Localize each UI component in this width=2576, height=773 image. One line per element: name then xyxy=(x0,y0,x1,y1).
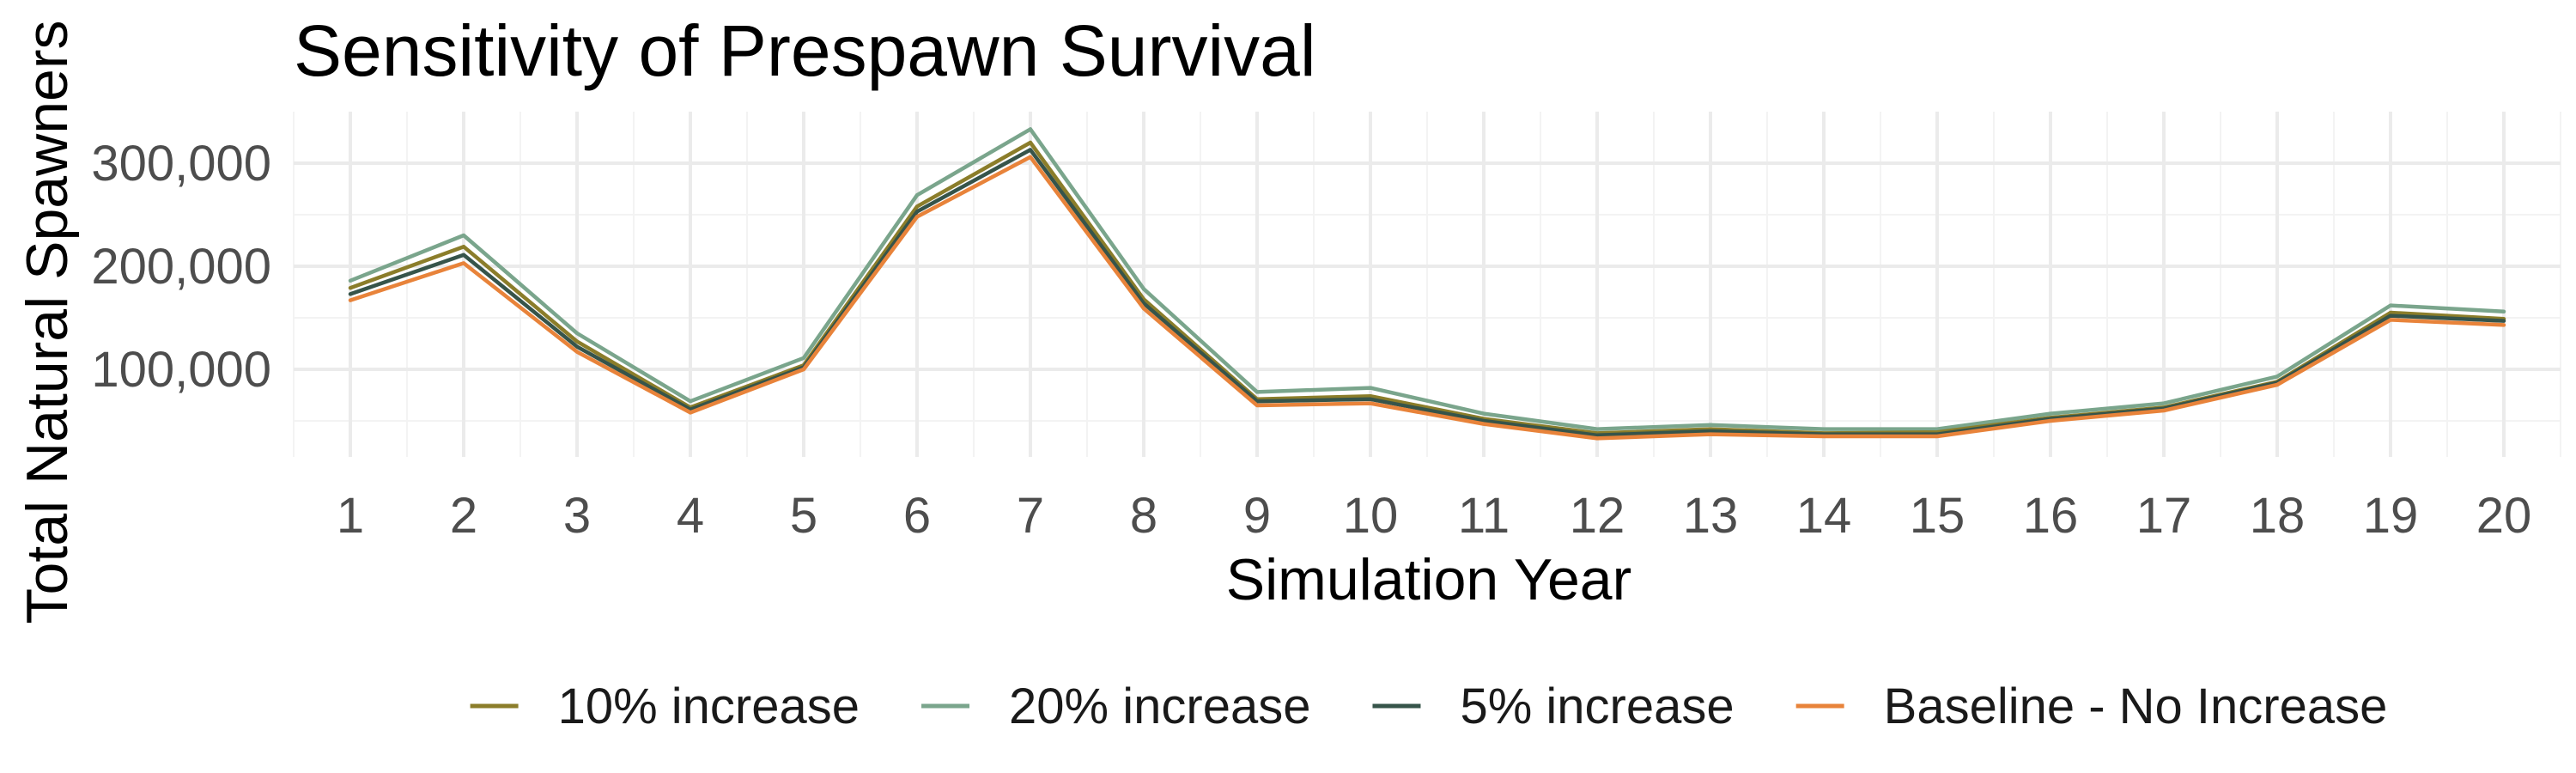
x-tick-label: 14 xyxy=(1796,488,1852,544)
x-tick-label: 20 xyxy=(2476,488,2532,544)
y-tick-label: 100,000 xyxy=(91,342,271,398)
x-tick-label: 19 xyxy=(2363,488,2419,544)
x-tick-label: 12 xyxy=(1570,488,1625,544)
x-tick-label: 6 xyxy=(903,488,931,544)
x-tick-label: 18 xyxy=(2250,488,2306,544)
legend-label-5-increase: 5% increase xyxy=(1460,679,1734,734)
x-axis-title: Simulation Year xyxy=(1226,547,1632,612)
series-line-20-increase xyxy=(348,127,2506,431)
legend: 10% increase 20% increase 5% increase Basel… xyxy=(470,679,2388,734)
grid xyxy=(293,112,2561,457)
legend-label-baseline-no-increase: Baseline - No Increase xyxy=(1884,679,2388,734)
x-axis-ticks: 1 2 3 4 5 6 7 8 9 10 11 12 13 14 15 16 17 18 19 20 xyxy=(337,488,2531,544)
x-tick-label: 4 xyxy=(677,488,704,544)
x-tick-label: 11 xyxy=(1458,488,1510,544)
x-tick-label: 7 xyxy=(1017,488,1044,544)
series-layer xyxy=(348,127,2506,441)
x-tick-label: 16 xyxy=(2023,488,2079,544)
x-tick-label: 1 xyxy=(337,488,364,544)
x-tick-label: 5 xyxy=(790,488,817,544)
series-line-baseline-no-increase xyxy=(348,155,2506,441)
y-tick-label: 200,000 xyxy=(91,239,271,295)
x-tick-label: 9 xyxy=(1243,488,1271,544)
series-line-5-increase xyxy=(348,148,2506,438)
legend-item-5-increase: 5% increase xyxy=(1372,679,1735,734)
x-tick-label: 3 xyxy=(563,488,591,544)
legend-label-10-increase: 10% increase xyxy=(558,679,860,734)
chart-title: Sensitivity of Prespawn Survival xyxy=(294,10,1315,91)
y-tick-label: 300,000 xyxy=(91,136,271,192)
legend-item-20-increase: 20% increase xyxy=(921,679,1310,734)
y-axis-title: Total Natural Spawners xyxy=(15,20,80,624)
y-axis-ticks: 100,000 200,000 300,000 xyxy=(91,136,271,398)
x-tick-label: 2 xyxy=(450,488,477,544)
x-tick-label: 13 xyxy=(1683,488,1739,544)
x-tick-label: 15 xyxy=(1910,488,1965,544)
x-tick-label: 10 xyxy=(1343,488,1399,544)
legend-item-baseline-no-increase: Baseline - No Increase xyxy=(1795,679,2388,734)
legend-label-20-increase: 20% increase xyxy=(1009,679,1310,734)
x-tick-label: 8 xyxy=(1130,488,1157,544)
legend-item-10-increase: 10% increase xyxy=(470,679,860,734)
x-tick-label: 17 xyxy=(2136,488,2192,544)
